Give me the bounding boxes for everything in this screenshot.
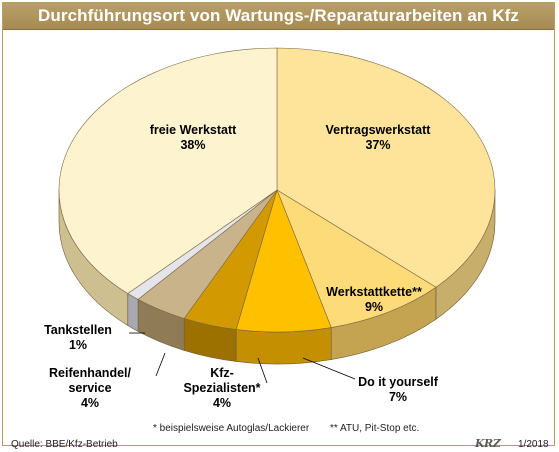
source-note: Quelle: BBE/Kfz-Betrieb: [11, 439, 118, 450]
publisher-logo: KRZ: [475, 437, 501, 450]
pie-chart: [58, 47, 496, 384]
slice-label-vertragswerkstatt: Vertragswerkstatt 37%: [325, 123, 431, 152]
pie-slice-6: [58, 47, 278, 294]
issue-number: 1/2018: [518, 439, 549, 450]
footnote-1: * beispielsweise Autoglas/Lackierer: [153, 423, 310, 434]
pie-sides: [58, 189, 496, 365]
slice-label-werkstattkette: Werkstattkette** 9%: [326, 285, 422, 314]
leader-lines: [129, 332, 356, 384]
pie-tops: [58, 47, 496, 333]
pie-slice-1: [276, 189, 437, 328]
leader-reifenhandel: [155, 352, 166, 377]
footnotes: * beispielsweise Autoglas/Lackierer ** A…: [153, 423, 419, 434]
slice-label-kfz-spezialisten: Kfz- Spezialisten* 4%: [183, 366, 261, 410]
chart-title: Durchführungsort von Wartungs-/Reparatur…: [38, 6, 519, 25]
slice-label-do-it-yourself: Do it yourself 7%: [358, 375, 438, 404]
pie-slice-0: [276, 47, 496, 288]
footnote-2: ** ATU, Pit-Stop etc.: [329, 423, 420, 434]
title-bar: Durchführungsort von Wartungs-/Reparatur…: [3, 3, 554, 30]
pie-side-2: [235, 327, 332, 365]
slice-label-reifenhandel: Reifenhandel/ service 4%: [49, 366, 131, 410]
leader-kfz-spezialisten: [257, 357, 268, 384]
leader-do-it-yourself: [302, 357, 356, 380]
pie-side-5: [127, 292, 139, 332]
slice-label-tankstellen: Tankstellen 1%: [44, 323, 112, 352]
slice-label-freie-werkstatt: freie Werkstatt 38%: [149, 123, 237, 152]
